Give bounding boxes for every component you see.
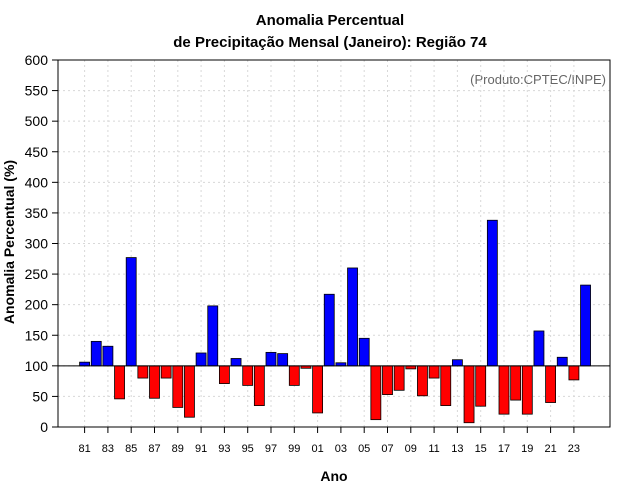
y-tick-label: 100 — [25, 358, 49, 374]
bar-90 — [184, 365, 195, 418]
y-tick-label: 350 — [25, 205, 49, 221]
bar-07 — [382, 365, 393, 395]
bar-92 — [207, 305, 219, 367]
x-tick-label: 09 — [405, 443, 417, 455]
y-tick-label: 250 — [25, 266, 49, 282]
bar-12 — [440, 365, 452, 406]
y-tick-label: 200 — [25, 297, 49, 313]
x-tick-label: 19 — [521, 443, 533, 455]
bar-05 — [358, 337, 370, 367]
bar-93 — [218, 365, 230, 384]
x-tick-label: 87 — [148, 443, 160, 455]
y-tick-label: 300 — [25, 236, 49, 252]
bar-14 — [463, 365, 475, 424]
bar-13 — [451, 359, 463, 367]
bar-10 — [417, 365, 428, 397]
y-tick-label: 600 — [25, 52, 49, 68]
chart-title-line2: de Precipitação Mensal (Janeiro): Região… — [173, 34, 487, 51]
x-tick-label: 81 — [78, 443, 90, 455]
x-tick-label: 07 — [381, 443, 393, 455]
bar-89 — [172, 365, 184, 408]
bar-82 — [90, 340, 102, 367]
y-tick-label: 500 — [25, 113, 49, 129]
bar-95 — [242, 365, 254, 386]
y-tick-label: 450 — [25, 144, 49, 160]
bar-15 — [475, 365, 487, 407]
x-tick-label: 85 — [125, 443, 137, 455]
bar-85 — [125, 257, 137, 367]
x-tick-label: 15 — [475, 443, 487, 455]
bar-16 — [486, 219, 498, 367]
x-tick-label: 83 — [102, 443, 114, 455]
bar-17 — [498, 365, 510, 415]
bar-08 — [393, 365, 405, 391]
bar-88 — [160, 365, 172, 379]
y-axis-title: Anomalia Percentual (%) — [1, 160, 17, 324]
bar-19 — [521, 365, 533, 415]
bar-11 — [428, 365, 440, 379]
y-tick-label: 150 — [25, 327, 49, 343]
bar-96 — [253, 365, 265, 406]
x-tick-label: 17 — [498, 443, 510, 455]
bar-21 — [545, 365, 556, 403]
x-tick-label: 21 — [544, 443, 556, 455]
bar-84 — [114, 365, 125, 400]
x-tick-label: 93 — [218, 443, 230, 455]
chart-title-line1: Anomalia Percentual — [256, 12, 404, 29]
y-tick-label: 0 — [40, 419, 48, 435]
bar-98 — [277, 353, 289, 367]
y-tick-label: 50 — [32, 388, 48, 404]
bar-81 — [79, 361, 90, 367]
x-tick-label: 97 — [265, 443, 277, 455]
bar-23 — [568, 365, 580, 381]
bar-94 — [230, 358, 242, 367]
bar-24 — [580, 284, 591, 367]
x-tick-label: 03 — [335, 443, 347, 455]
bar-99 — [288, 365, 300, 386]
bar-91 — [195, 352, 207, 367]
x-tick-label: 95 — [242, 443, 254, 455]
x-tick-label: 23 — [568, 443, 580, 455]
x-tick-label: 11 — [428, 443, 439, 455]
product-annotation: (Produto:CPTEC/INPE) — [470, 72, 606, 87]
x-tick-label: 05 — [358, 443, 370, 455]
x-tick-label: 13 — [451, 443, 463, 455]
x-tick-label: 91 — [195, 443, 207, 455]
bar-06 — [370, 365, 382, 421]
bar-86 — [137, 365, 149, 379]
bar-20 — [533, 330, 545, 367]
x-tick-label: 01 — [311, 443, 323, 455]
bars — [79, 219, 591, 424]
bar-01 — [312, 365, 324, 414]
bar-97 — [265, 351, 277, 367]
x-axis-title: Ano — [320, 468, 347, 484]
bar-02 — [323, 293, 335, 367]
x-tick-label: 89 — [172, 443, 184, 455]
bar-18 — [510, 365, 522, 401]
bar-04 — [347, 267, 358, 367]
y-tick-label: 550 — [25, 83, 49, 99]
bar-87 — [149, 365, 160, 399]
bar-22 — [556, 356, 568, 367]
bar-83 — [102, 345, 114, 367]
x-tick-label: 99 — [288, 443, 300, 455]
y-tick-label: 400 — [25, 174, 49, 190]
